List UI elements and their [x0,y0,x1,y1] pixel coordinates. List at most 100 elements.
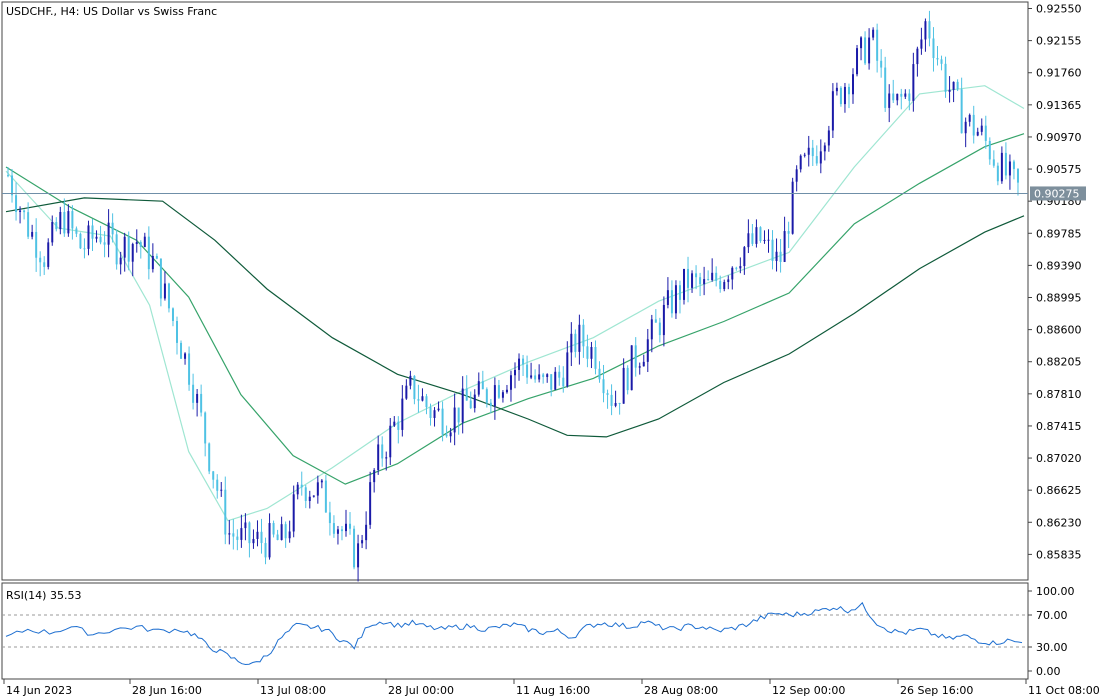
candle [67,204,70,237]
candle [11,169,14,203]
candle [703,266,706,296]
time-tick-label: 11 Aug 16:00 [516,684,590,697]
candle [868,28,871,70]
candle [747,219,750,254]
candle [892,79,895,103]
candle [139,240,142,259]
candle [727,275,730,290]
candle [558,365,561,386]
candle [952,81,955,103]
candle [176,316,178,355]
rsi-tick-label: 100.00 [1036,585,1075,598]
candle [787,221,790,249]
candle [984,115,987,149]
candle [920,27,923,55]
candle [924,18,927,52]
candle [642,354,645,367]
candle [976,127,979,137]
candle [819,139,822,174]
candle [361,534,364,549]
candlesticks [7,10,1019,582]
candle [759,226,762,243]
candle [884,56,887,112]
candle [530,362,533,380]
candle [377,435,380,475]
candle [385,451,388,471]
candle [904,89,907,99]
candle [345,509,347,537]
candle [687,256,690,303]
candle [163,271,166,301]
candle [864,31,867,66]
candle [501,390,504,403]
candle [626,365,629,395]
candle [188,346,191,391]
candle [711,258,714,282]
candle [196,389,199,417]
candle [441,401,444,442]
candle [699,272,702,297]
candle [296,482,299,500]
candle [224,476,227,545]
rsi-axis: 100.00 70.00 30.00 0.00 [2,585,1075,678]
candle [276,529,279,541]
candle [445,425,448,438]
candle [349,512,352,535]
chart-title: USDCHF., H4: US Dollar vs Swiss Franc [6,5,217,18]
candle [518,353,521,381]
candle [956,79,959,92]
candle [204,411,207,457]
current-price-label: 0.90275 [1034,187,1080,200]
candle [15,182,18,221]
candle [509,370,512,402]
candle [839,86,842,107]
candle [526,355,529,384]
candle [666,277,669,309]
candle [184,352,187,365]
candle [103,231,106,258]
candle [389,418,392,465]
candle [59,206,62,235]
candle [316,475,319,504]
candle [236,529,239,551]
candle [779,238,782,273]
candle [39,251,42,277]
candle [19,206,22,224]
candle [373,468,376,493]
candle [847,83,850,109]
candle [775,238,778,272]
price-tick-label: 0.86230 [1036,516,1082,529]
candle [843,82,846,113]
price-tick-label: 0.92550 [1036,3,1082,16]
candle [586,334,589,368]
candle [715,266,718,287]
candle [618,402,621,415]
candle [51,215,54,246]
candle [99,225,102,245]
candle [167,282,170,313]
moving-average-line [5,133,1025,485]
price-tick-label: 0.86625 [1036,484,1082,497]
candle [860,36,863,61]
candle [244,513,247,541]
candle [936,45,939,66]
candle [972,105,975,144]
candle [171,307,174,327]
candle [566,341,569,388]
candle [755,219,758,248]
candle [578,314,581,365]
candle [1000,146,1003,184]
candle [960,77,963,134]
candle [803,152,806,158]
rsi-tick-label: 70.00 [1036,609,1068,622]
candle [614,390,617,408]
candle [1016,168,1019,196]
candle [654,309,657,323]
candle [1012,159,1015,180]
candle [47,238,50,270]
candle [421,388,424,402]
candle [574,329,577,358]
candle [232,519,235,550]
candle [610,384,613,416]
